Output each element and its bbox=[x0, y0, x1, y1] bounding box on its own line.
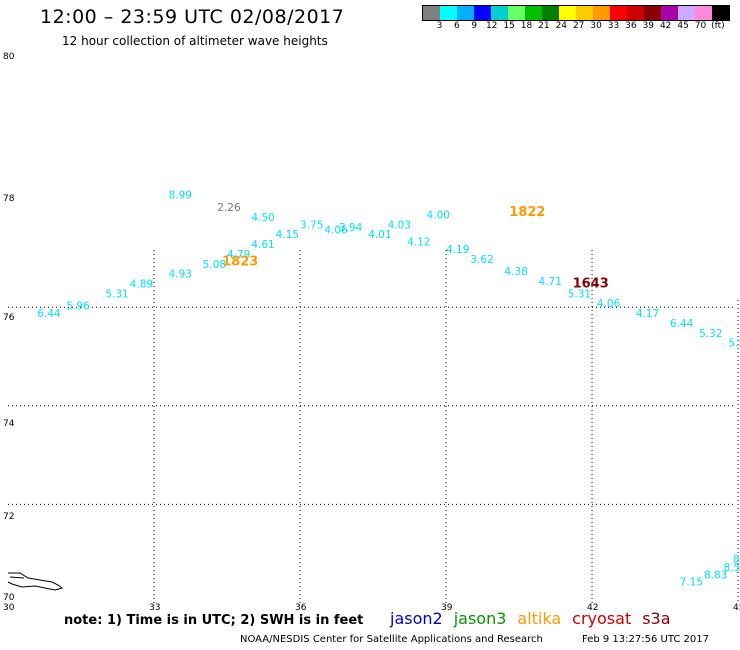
color-scale-label: 24 bbox=[555, 21, 568, 31]
wave-height-label: 5.96 bbox=[66, 301, 90, 313]
y-tick-label: 76 bbox=[3, 313, 15, 323]
wave-height-label: 6.44 bbox=[37, 308, 61, 320]
wave-height-label: 8.83 bbox=[704, 569, 727, 581]
y-tick-label: 74 bbox=[3, 419, 15, 429]
wave-height-label: 4.71 bbox=[539, 276, 562, 288]
y-tick-label: 78 bbox=[3, 194, 15, 204]
color-swatch bbox=[474, 6, 491, 20]
wave-height-label: 4.89 bbox=[130, 278, 153, 290]
x-tick-label: 33 bbox=[149, 603, 160, 613]
color-swatch bbox=[593, 6, 610, 20]
color-scale-labels: 3 6 9 12 15 18 21 24 27 30 33 36 39 42 45 70 (ft) bbox=[422, 21, 740, 33]
x-tick-label: 30 bbox=[3, 603, 15, 613]
wave-height-label: 8.57 bbox=[723, 562, 740, 574]
color-swatch bbox=[712, 6, 729, 20]
color-swatch bbox=[678, 6, 695, 20]
color-scale-label: 70 bbox=[694, 21, 707, 31]
wave-height-label: 4.12 bbox=[407, 237, 430, 249]
wave-height-label: 5.51 bbox=[728, 338, 740, 350]
wave-height-label: 4.17 bbox=[636, 308, 659, 320]
x-tick-label: 36 bbox=[295, 603, 307, 613]
map-subtitle: 12 hour collection of altimeter wave hei… bbox=[62, 34, 328, 48]
legend-item-altika: altika bbox=[517, 609, 562, 628]
x-tick-label: 39 bbox=[441, 603, 453, 613]
color-scale-label: 36 bbox=[625, 21, 637, 31]
wave-height-label: 4.06 bbox=[324, 224, 348, 236]
color-scale-label: 30 bbox=[590, 21, 602, 31]
color-swatch bbox=[695, 6, 712, 20]
color-swatch bbox=[440, 6, 457, 20]
wave-height-label: 4.06 bbox=[597, 298, 621, 310]
color-scale-label: (ft) bbox=[711, 21, 725, 31]
color-swatch bbox=[542, 6, 559, 20]
color-scale-label: 3 bbox=[436, 21, 443, 31]
wave-height-label: 7.15 bbox=[680, 577, 703, 589]
wave-height-label: 3.94 bbox=[339, 222, 363, 234]
wave-height-label: 3.62 bbox=[470, 254, 493, 266]
map-title: 12:00 – 23:59 UTC 02/08/2017 bbox=[40, 6, 345, 28]
legend-item-jason2: jason2 bbox=[390, 609, 443, 628]
legend-item-cryosat: cryosat bbox=[572, 609, 632, 628]
color-swatch bbox=[610, 6, 627, 20]
color-swatch bbox=[457, 6, 474, 20]
wave-height-label: 2.26 bbox=[217, 202, 241, 214]
wave-height-label: 5.32 bbox=[699, 328, 722, 340]
wave-height-label: 4.03 bbox=[388, 219, 411, 231]
wave-height-label: 4.19 bbox=[446, 244, 469, 256]
footer-note: note: 1) Time is in UTC; 2) SWH is in fe… bbox=[64, 613, 364, 628]
legend-item-jason3: jason3 bbox=[453, 609, 507, 628]
wave-height-label: 8.99 bbox=[169, 190, 192, 202]
wave-height-label: 4.01 bbox=[368, 229, 391, 241]
wave-height-label: 4.38 bbox=[504, 266, 527, 278]
pass-time-label: 1823 bbox=[222, 254, 258, 269]
wave-height-label: 4.15 bbox=[276, 229, 299, 241]
color-scale-label: 27 bbox=[572, 21, 585, 31]
wave-height-label: 5.08 bbox=[203, 259, 226, 271]
color-swatch bbox=[508, 6, 525, 20]
wave-height-label: 4.50 bbox=[251, 212, 274, 224]
y-tick-label: 80 bbox=[3, 52, 15, 62]
pass-time-label: 1822 bbox=[509, 205, 545, 220]
wave-height-label: 8.42 bbox=[733, 554, 740, 566]
color-scale-bar bbox=[422, 5, 730, 21]
color-scale-label: 12 bbox=[485, 21, 498, 31]
color-swatch bbox=[661, 6, 678, 20]
color-scale-label: 15 bbox=[503, 21, 515, 31]
wave-height-label: 4.79 bbox=[227, 249, 250, 261]
legend-item-s3a: s3a bbox=[642, 609, 671, 628]
color-scale-label: 33 bbox=[607, 21, 620, 31]
color-scale-label: 42 bbox=[659, 21, 672, 31]
pass-time-label: 1643 bbox=[573, 276, 609, 291]
satellite-legend: jason2 jason3 altika cryosat s3a bbox=[390, 609, 682, 628]
color-scale-label: 18 bbox=[520, 21, 533, 31]
color-scale-label: 39 bbox=[642, 21, 655, 31]
color-scale-label: 21 bbox=[538, 21, 550, 31]
color-scale-label: 45 bbox=[677, 21, 689, 31]
coastline-shape bbox=[7, 572, 64, 591]
wave-height-label: 4.93 bbox=[169, 269, 192, 281]
color-scale-label: 9 bbox=[471, 21, 478, 31]
color-swatch bbox=[423, 6, 440, 20]
color-swatch bbox=[491, 6, 508, 20]
color-swatch bbox=[576, 6, 593, 20]
color-swatch bbox=[525, 6, 542, 20]
x-tick-label: 42 bbox=[587, 603, 598, 613]
wave-height-label: 4.61 bbox=[251, 239, 274, 251]
wave-height-label: 5.31 bbox=[568, 288, 591, 300]
coastline-shape bbox=[9, 576, 25, 579]
wave-height-label: 4.00 bbox=[427, 209, 450, 221]
wave-height-label: 6.44 bbox=[670, 318, 694, 330]
wave-height-label: 5.31 bbox=[105, 288, 128, 300]
color-swatch bbox=[559, 6, 576, 20]
generated-timestamp: Feb 9 13:27:56 UTC 2017 bbox=[582, 634, 709, 645]
color-swatch bbox=[627, 6, 644, 20]
color-swatch bbox=[644, 6, 661, 20]
x-tick-label: 45 bbox=[733, 603, 740, 613]
credit-text: NOAA/NESDIS Center for Satellite Applica… bbox=[240, 634, 543, 645]
y-tick-label: 70 bbox=[3, 593, 15, 603]
wave-height-label: 3.75 bbox=[300, 219, 323, 231]
color-scale-label: 6 bbox=[454, 21, 460, 31]
y-tick-label: 72 bbox=[3, 512, 14, 522]
